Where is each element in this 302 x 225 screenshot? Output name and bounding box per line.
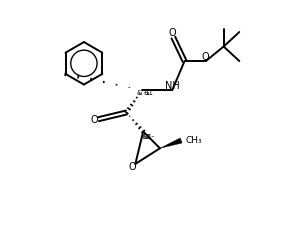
Text: O: O bbox=[129, 162, 137, 172]
Text: &1: &1 bbox=[143, 90, 153, 97]
Text: O: O bbox=[169, 28, 176, 38]
Polygon shape bbox=[160, 138, 182, 148]
Text: NH: NH bbox=[165, 81, 180, 91]
Text: O: O bbox=[202, 52, 210, 62]
Text: &1·: &1· bbox=[143, 134, 155, 140]
Text: CH₃: CH₃ bbox=[186, 136, 202, 145]
Text: O: O bbox=[91, 115, 98, 125]
Text: &1·: &1· bbox=[142, 134, 154, 140]
Text: ·1: ·1 bbox=[143, 90, 150, 97]
Text: &: & bbox=[137, 90, 142, 96]
